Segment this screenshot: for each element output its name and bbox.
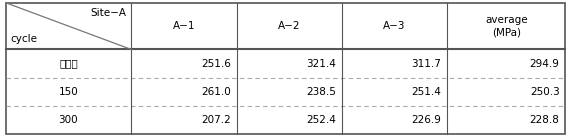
Text: Site−A: Site−A [91, 8, 127, 18]
Text: 251.4: 251.4 [412, 87, 441, 97]
Text: 294.9: 294.9 [530, 59, 560, 68]
Text: 311.7: 311.7 [412, 59, 441, 68]
Text: average
(MPa): average (MPa) [485, 15, 528, 37]
Text: 261.0: 261.0 [201, 87, 231, 97]
Text: cycle: cycle [10, 34, 37, 44]
Text: 250.3: 250.3 [530, 87, 560, 97]
Text: 초기값: 초기값 [59, 59, 78, 68]
Text: 238.5: 238.5 [306, 87, 336, 97]
Text: 321.4: 321.4 [306, 59, 336, 68]
Text: 226.9: 226.9 [412, 115, 441, 125]
Text: 300: 300 [59, 115, 78, 125]
Text: 150: 150 [59, 87, 78, 97]
Text: 207.2: 207.2 [201, 115, 231, 125]
Text: A−1: A−1 [172, 21, 195, 31]
Text: 251.6: 251.6 [201, 59, 231, 68]
Text: A−2: A−2 [278, 21, 300, 31]
Text: 252.4: 252.4 [306, 115, 336, 125]
Text: A−3: A−3 [383, 21, 406, 31]
Text: 228.8: 228.8 [530, 115, 560, 125]
